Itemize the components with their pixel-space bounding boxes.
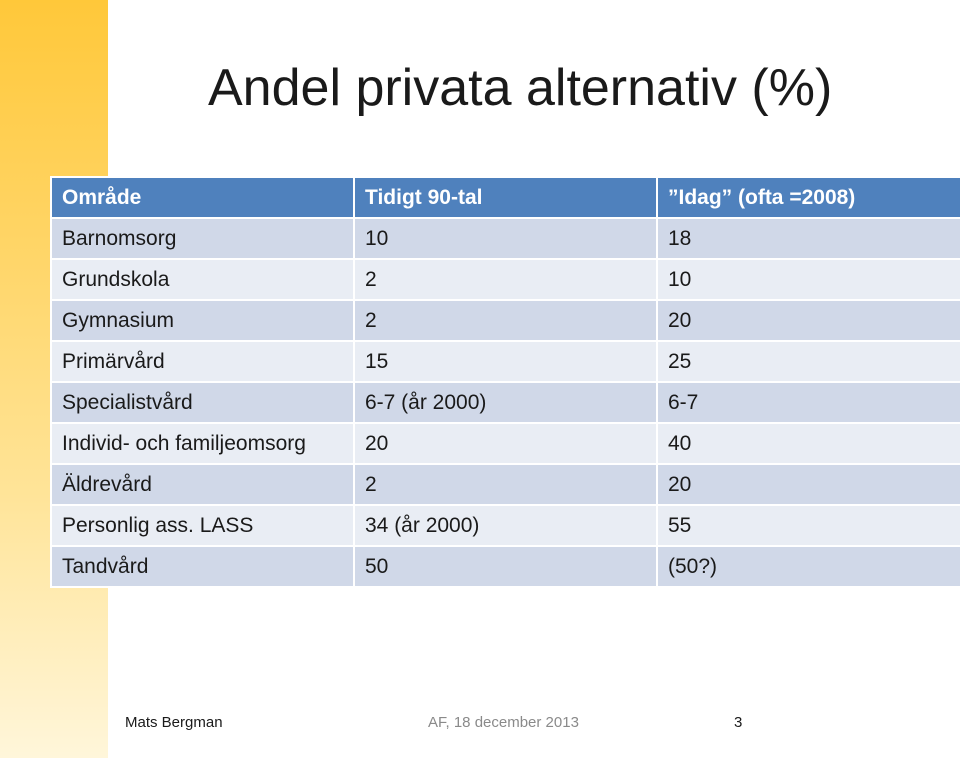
table-cell: 2 (353, 299, 658, 342)
table-cell: 2 (353, 463, 658, 506)
table-cell: Personlig ass. LASS (50, 504, 355, 547)
table-cell: Individ- och familjeomsorg (50, 422, 355, 465)
table-cell: 20 (353, 422, 658, 465)
data-table: Område Tidigt 90-tal ”Idag” (ofta =2008)… (50, 176, 960, 588)
column-header-early-90s: Tidigt 90-tal (353, 176, 658, 219)
table-row: Personlig ass. LASS 34 (år 2000) 55 (50, 504, 960, 547)
table-cell: 18 (656, 217, 960, 260)
footer-author: Mats Bergman (125, 714, 223, 731)
table-row: Tandvård 50 (50?) (50, 545, 960, 588)
footer-date: AF, 18 december 2013 (428, 714, 579, 731)
table-cell: (50?) (656, 545, 960, 588)
table-row: Grundskola 2 10 (50, 258, 960, 301)
table-cell: 40 (656, 422, 960, 465)
column-header-area: Område (50, 176, 355, 219)
table-cell: Äldrevård (50, 463, 355, 506)
table-cell: Primärvård (50, 340, 355, 383)
table-cell: Grundskola (50, 258, 355, 301)
table-cell: Barnomsorg (50, 217, 355, 260)
table-cell: 50 (353, 545, 658, 588)
table-cell: Tandvård (50, 545, 355, 588)
table-cell: 55 (656, 504, 960, 547)
table-cell: 6-7 (656, 381, 960, 424)
footer-page-number: 3 (734, 714, 743, 731)
table-row: Specialistvård 6-7 (år 2000) 6-7 (50, 381, 960, 424)
table-cell: 20 (656, 463, 960, 506)
table-cell: 20 (656, 299, 960, 342)
table-header-row: Område Tidigt 90-tal ”Idag” (ofta =2008) (50, 176, 960, 219)
table-row: Äldrevård 2 20 (50, 463, 960, 506)
table-cell: 6-7 (år 2000) (353, 381, 658, 424)
table-cell: 10 (656, 258, 960, 301)
table-row: Individ- och familjeomsorg 20 40 (50, 422, 960, 465)
table-cell: 25 (656, 340, 960, 383)
table-row: Barnomsorg 10 18 (50, 217, 960, 260)
table-cell: Specialistvård (50, 381, 355, 424)
table-row: Gymnasium 2 20 (50, 299, 960, 342)
slide-title: Andel privata alternativ (%) (208, 59, 833, 117)
table-cell: 10 (353, 217, 658, 260)
table-row: Primärvård 15 25 (50, 340, 960, 383)
table-cell: Gymnasium (50, 299, 355, 342)
table-cell: 34 (år 2000) (353, 504, 658, 547)
column-header-today: ”Idag” (ofta =2008) (656, 176, 960, 219)
table-cell: 2 (353, 258, 658, 301)
table-cell: 15 (353, 340, 658, 383)
